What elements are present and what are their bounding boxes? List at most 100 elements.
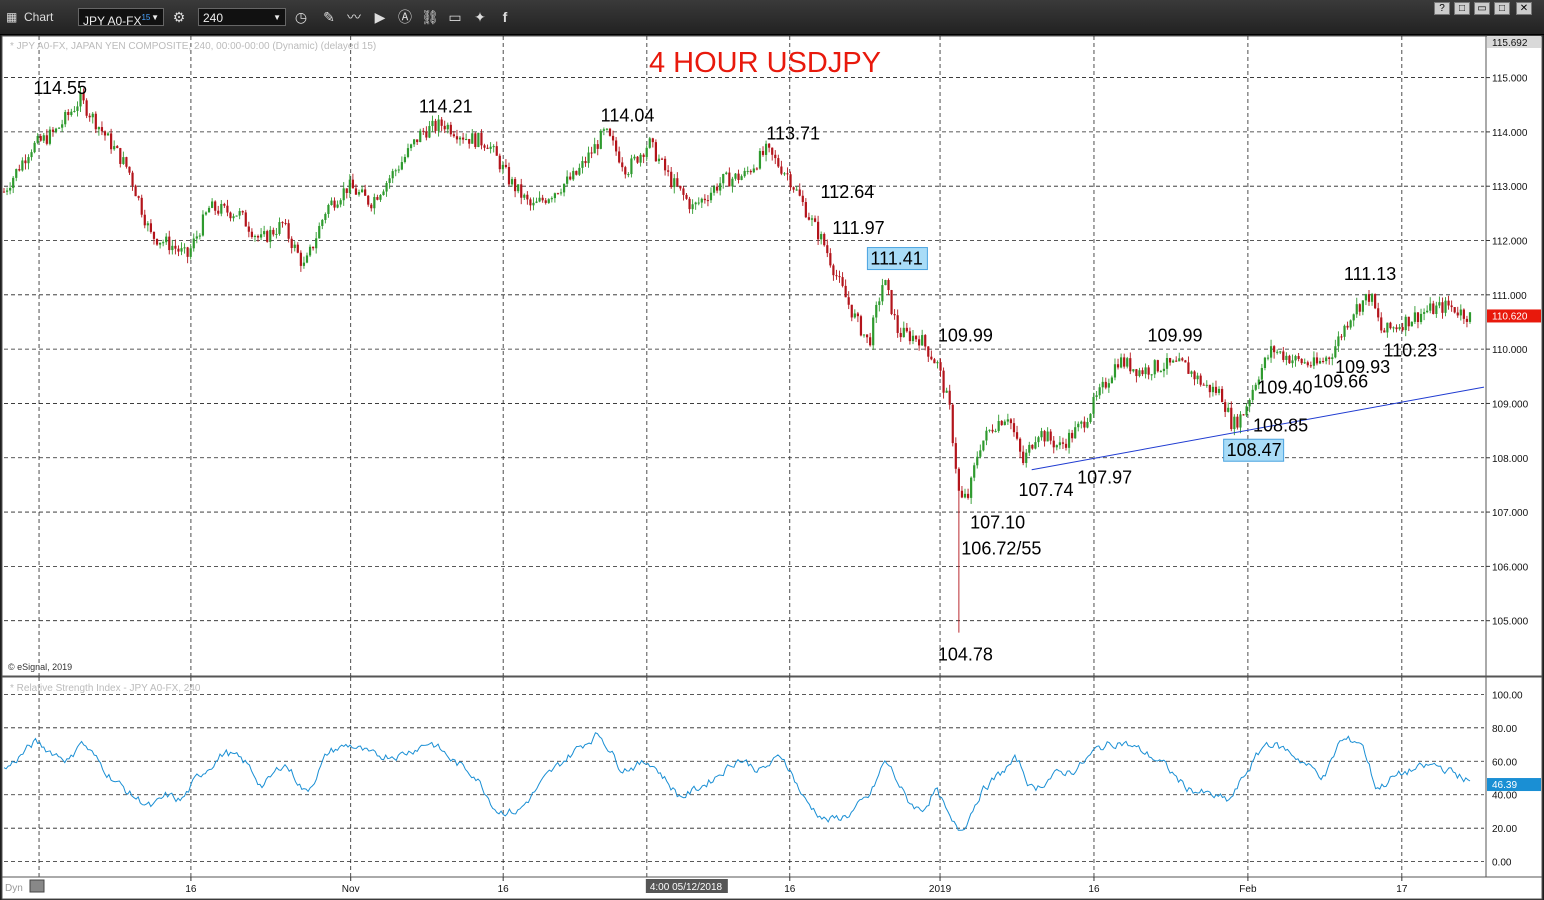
candle-body (284, 222, 287, 224)
candle-body (700, 198, 703, 203)
candle-body (618, 151, 621, 163)
annotation-highlight (1223, 438, 1285, 462)
candle-body (1343, 325, 1346, 337)
candle-body (48, 129, 52, 144)
facebook-icon[interactable]: f (502, 9, 508, 25)
trendline[interactable] (1031, 386, 1485, 471)
candle-body (566, 176, 569, 184)
candle-body (550, 198, 553, 200)
price-annotation: 109.40 (1257, 378, 1312, 398)
candle-body (642, 154, 645, 157)
clock-icon[interactable]: ◷ (294, 9, 308, 25)
candle-body (1294, 356, 1297, 361)
help-button[interactable]: ? (1434, 2, 1450, 15)
candle-body (605, 128, 609, 130)
minimize-button[interactable]: ▭ (1474, 2, 1490, 15)
line-tool-icon[interactable]: 〰 (347, 9, 361, 25)
price-annotation: 112.64 (821, 182, 875, 202)
candle-body (299, 252, 302, 266)
candle-body (312, 246, 315, 249)
candle-body (12, 177, 15, 188)
candle-body (743, 170, 746, 177)
candle-body (1426, 310, 1429, 313)
candle-body (345, 188, 348, 193)
close-button[interactable]: ✕ (1516, 2, 1532, 15)
candle-body (39, 136, 42, 141)
candle-body (930, 356, 933, 360)
pencil-draw-icon[interactable]: ✎ (323, 9, 335, 25)
candle-body (902, 327, 905, 338)
candle-body (685, 194, 688, 199)
candle-body (207, 207, 211, 213)
dyn-toggle-icon[interactable] (29, 879, 45, 893)
rsi-line (3, 732, 1471, 831)
candle-body (1202, 384, 1205, 386)
link-icon[interactable]: ⛓ (421, 9, 439, 25)
candle-body (198, 235, 201, 237)
play-icon[interactable]: ▶ (374, 9, 386, 25)
price-pane[interactable] (1, 35, 1487, 677)
candle-body (434, 120, 437, 131)
chart-area[interactable]: 114.55 114.21 114.04 113.71 112.64 111.97 111.… (0, 34, 1544, 900)
candle-body (24, 160, 27, 164)
candle-body (94, 113, 97, 130)
candle-body (517, 184, 520, 192)
candle-body (780, 166, 783, 174)
chat-icon[interactable]: ▭ (448, 9, 462, 25)
candle-body (820, 233, 823, 240)
rsi-grid (4, 693, 1484, 863)
twitter-icon[interactable]: ✦ (474, 9, 486, 25)
price-annotations: 114.55 114.21 114.04 113.71 112.64 111.97 111.… (33, 78, 1437, 665)
rsi-pane[interactable] (1, 676, 1487, 878)
candle-body (1450, 305, 1453, 308)
candle-body (810, 218, 814, 220)
candle-body (587, 152, 590, 164)
candle-body (422, 130, 425, 132)
price-annotation: 113.71 (766, 124, 820, 144)
toolbar: ▦ Chart JPY A0-FX15 ▼ ⚙ 240 ▼ ◷ ✎ 〰 ▶ Ⓐ … (0, 0, 1544, 35)
date-flag: 4:00 05/12/2018 (650, 882, 723, 893)
date-flag-bg (645, 879, 728, 893)
symbol-dropdown-icon[interactable]: ▼ (151, 13, 159, 22)
symbol-input[interactable]: JPY A0-FX15 ▼ (78, 8, 164, 28)
candle-body (1269, 346, 1273, 358)
settings-gear-icon[interactable]: ⚙ (172, 9, 186, 25)
candle-body (21, 160, 24, 171)
annotation-highlight (866, 247, 928, 271)
candle-body (1279, 351, 1282, 353)
candle-body (223, 203, 226, 206)
price-annotation: 114.04 (601, 106, 655, 126)
candle-body (431, 120, 434, 127)
candle-body (581, 161, 584, 168)
candle-body (183, 247, 186, 249)
candle-body (994, 430, 997, 432)
candle-body (1303, 362, 1306, 364)
candle-body (428, 126, 431, 138)
rsi-last-value-label: 46.39 (1492, 780, 1517, 791)
maximize-button[interactable]: □ (1494, 2, 1510, 15)
candle-body (838, 276, 841, 278)
candle-body (749, 170, 752, 173)
candle-body (1083, 421, 1086, 428)
candle-body (42, 135, 45, 141)
candle-body (1377, 308, 1380, 318)
candle-body (1113, 364, 1117, 378)
last-price-marker (1487, 309, 1541, 323)
candle-body (247, 226, 250, 232)
restore-button[interactable]: □ (1454, 2, 1470, 15)
price-annotation: 107.10 (970, 513, 1025, 533)
candle-body (388, 178, 391, 183)
alert-icon[interactable]: Ⓐ (398, 9, 412, 25)
candle-body (1144, 367, 1147, 375)
interval-dropdown-icon[interactable]: ▼ (273, 13, 281, 22)
candle-body (829, 253, 832, 266)
interval-input[interactable]: 240 ▼ (198, 8, 286, 26)
candle-body (572, 170, 575, 180)
candle-body (538, 197, 541, 202)
candle-body (36, 136, 39, 143)
candle-body (795, 189, 798, 191)
candle-body (1233, 416, 1236, 430)
candle-body (657, 158, 661, 162)
candle-body (1190, 371, 1193, 374)
candle-body (918, 339, 921, 346)
